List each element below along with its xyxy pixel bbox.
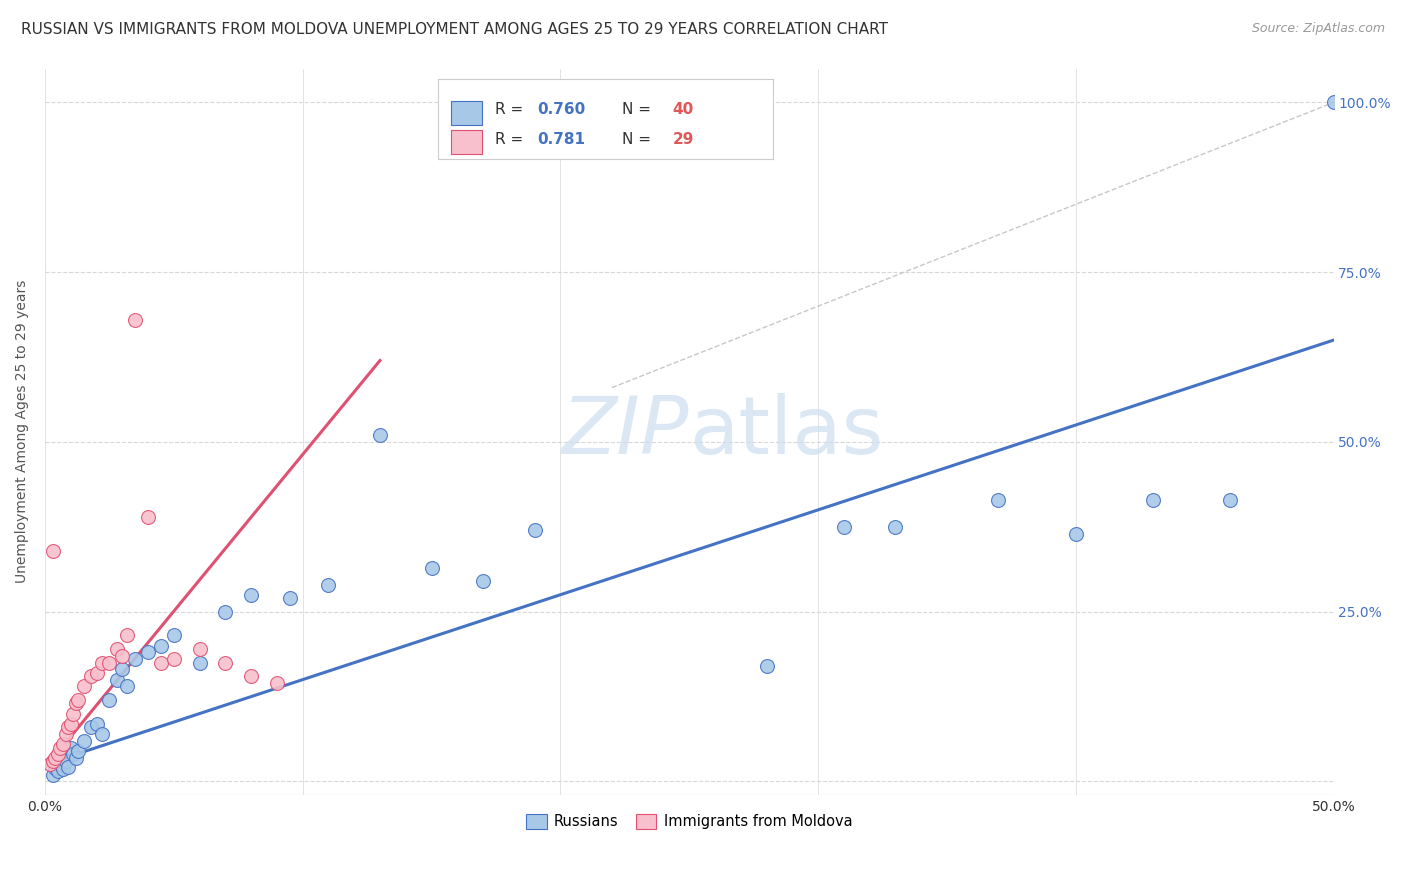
Point <box>62 706 84 721</box>
Point <box>41 754 63 768</box>
Point <box>72 733 94 747</box>
Point <box>90 656 112 670</box>
Point <box>278 591 301 606</box>
Point <box>90 727 112 741</box>
Text: ZIP: ZIP <box>562 392 689 471</box>
Point <box>67 744 90 758</box>
Point <box>86 716 108 731</box>
Point <box>149 656 172 670</box>
Point <box>98 693 121 707</box>
Point <box>240 588 263 602</box>
Point <box>105 642 128 657</box>
Point <box>86 665 108 680</box>
Point <box>117 628 139 642</box>
Point <box>163 628 186 642</box>
Point <box>240 669 263 683</box>
Point <box>59 740 82 755</box>
Point <box>44 761 66 775</box>
Point <box>65 750 87 764</box>
Legend: Russians, Immigrants from Moldova: Russians, Immigrants from Moldova <box>520 808 858 835</box>
Point <box>318 577 340 591</box>
Point <box>56 759 79 773</box>
Text: atlas: atlas <box>689 392 883 471</box>
Point <box>163 652 186 666</box>
Point <box>149 639 172 653</box>
Point <box>80 720 103 734</box>
Point <box>884 520 907 534</box>
Point <box>49 757 72 772</box>
Point <box>72 680 94 694</box>
Point <box>1064 526 1087 541</box>
Point <box>59 716 82 731</box>
Point <box>80 669 103 683</box>
Point <box>1322 95 1344 110</box>
Point <box>832 520 855 534</box>
Point <box>111 648 134 663</box>
Point <box>52 762 75 776</box>
Point <box>52 737 75 751</box>
Point <box>188 642 211 657</box>
Text: RUSSIAN VS IMMIGRANTS FROM MOLDOVA UNEMPLOYMENT AMONG AGES 25 TO 29 YEARS CORREL: RUSSIAN VS IMMIGRANTS FROM MOLDOVA UNEMP… <box>21 22 889 37</box>
Point <box>124 652 146 666</box>
Point <box>214 605 236 619</box>
Point <box>111 662 134 676</box>
Point <box>46 747 69 762</box>
Point <box>188 656 211 670</box>
Point <box>368 428 391 442</box>
Point <box>65 697 87 711</box>
Point <box>1142 492 1164 507</box>
Point <box>420 560 443 574</box>
Point <box>39 757 62 772</box>
Point <box>56 720 79 734</box>
Point <box>472 574 495 589</box>
Point <box>987 492 1010 507</box>
Point <box>55 754 77 768</box>
Point <box>124 312 146 326</box>
Point <box>41 767 63 781</box>
Point <box>523 523 546 537</box>
Point <box>755 659 778 673</box>
Y-axis label: Unemployment Among Ages 25 to 29 years: Unemployment Among Ages 25 to 29 years <box>15 280 30 583</box>
Point <box>136 645 159 659</box>
Point <box>46 764 69 779</box>
Point <box>62 747 84 762</box>
Point <box>98 656 121 670</box>
Point <box>117 680 139 694</box>
Point <box>105 673 128 687</box>
Point <box>55 727 77 741</box>
Point <box>136 509 159 524</box>
Point <box>49 740 72 755</box>
Point <box>1219 492 1241 507</box>
Point <box>214 656 236 670</box>
Point <box>67 693 90 707</box>
Text: Source: ZipAtlas.com: Source: ZipAtlas.com <box>1251 22 1385 36</box>
Point <box>41 543 63 558</box>
Point <box>44 750 66 764</box>
Point <box>266 676 288 690</box>
